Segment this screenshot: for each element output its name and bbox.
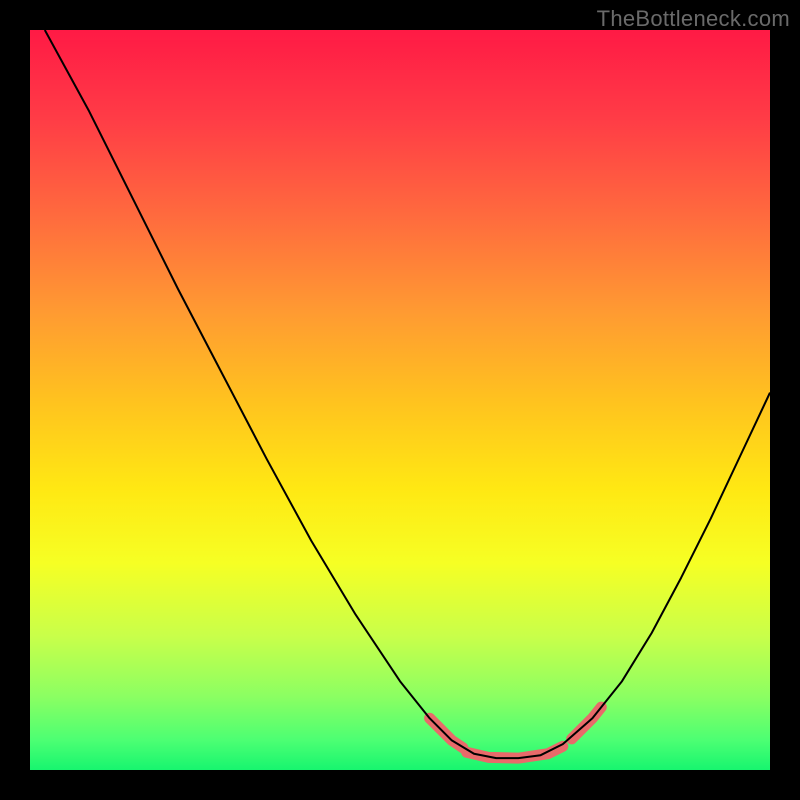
watermark-label: TheBottleneck.com [597,6,790,32]
plot-area [30,30,770,770]
chart-root: TheBottleneck.com [0,0,800,800]
gradient-background [30,30,770,770]
chart-svg [30,30,770,770]
